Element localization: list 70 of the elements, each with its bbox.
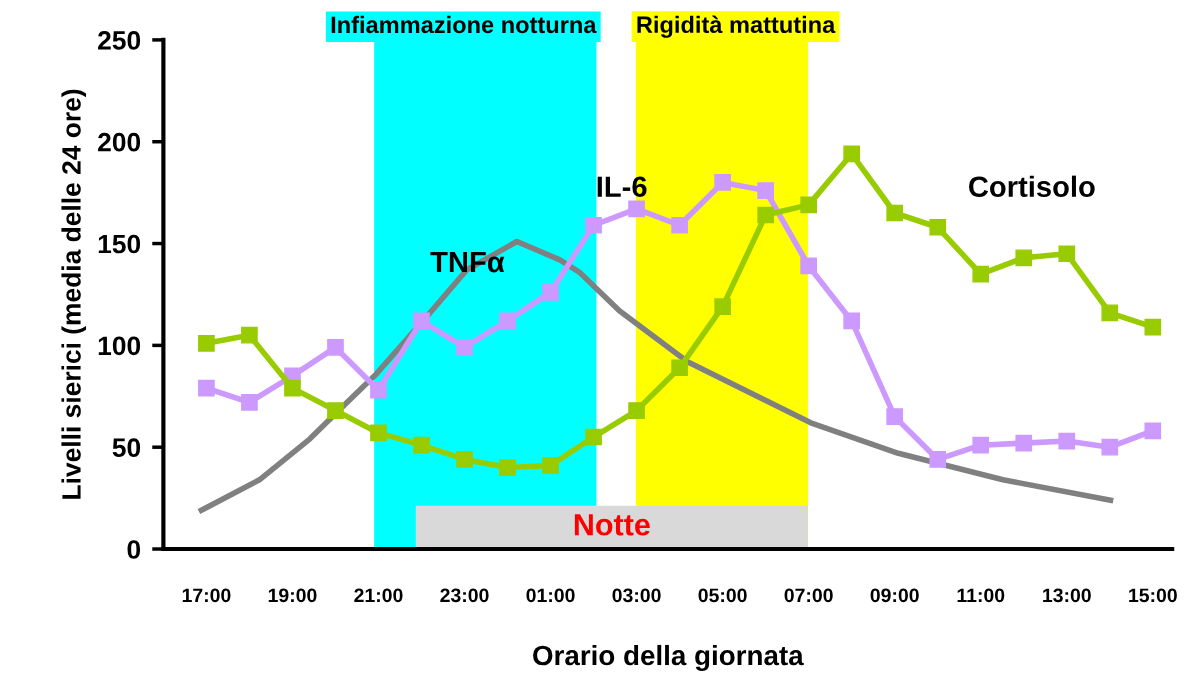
y-tick-label: 0	[127, 540, 141, 559]
x-tick-label: 23:00	[440, 588, 489, 603]
point	[370, 381, 387, 399]
x-tick-label: 07:00	[784, 588, 833, 603]
point	[198, 379, 215, 397]
point	[757, 206, 774, 224]
x-tick-label: 13:00	[1043, 588, 1091, 603]
point	[972, 265, 990, 283]
point	[1101, 304, 1119, 322]
point	[585, 216, 602, 234]
y-tick-label: 50	[112, 438, 141, 458]
point	[1144, 318, 1162, 336]
point	[241, 394, 258, 411]
point	[327, 339, 344, 356]
point	[1015, 249, 1033, 267]
point	[843, 145, 861, 163]
x-tick-label: 01:00	[526, 588, 575, 603]
x-tick-label: 05:00	[698, 588, 747, 603]
point	[972, 436, 990, 454]
point	[757, 182, 774, 199]
point	[800, 257, 817, 275]
point	[929, 451, 947, 468]
band-label: Notte	[574, 514, 650, 536]
point	[198, 335, 215, 352]
x-tick-label: 15:00	[1129, 588, 1177, 603]
point	[1144, 422, 1162, 440]
x-tick-label: 09:00	[870, 588, 919, 603]
point	[327, 402, 344, 419]
x-tick-label: 03:00	[612, 588, 661, 603]
point	[714, 174, 731, 191]
point	[843, 312, 861, 330]
point	[1058, 245, 1076, 263]
x-tick-label: 17:00	[182, 588, 231, 603]
point	[671, 216, 688, 234]
point	[1101, 438, 1119, 456]
x-tick-label: 19:00	[268, 588, 317, 603]
y-tick-label: 200	[98, 132, 141, 152]
point	[284, 379, 301, 397]
point	[370, 424, 387, 442]
series-label: TNFα	[430, 252, 505, 273]
band-label: Infiammazione notturna	[331, 15, 597, 34]
point	[628, 200, 645, 218]
point	[499, 312, 516, 330]
point	[1058, 432, 1076, 450]
x-tick-label: 21:00	[354, 588, 403, 603]
point	[628, 402, 645, 419]
band-label: Rigidità mattutina	[637, 15, 836, 38]
point	[886, 408, 904, 425]
y-tick-label: 100	[98, 336, 141, 356]
x-axis-title: Orario della giornata	[533, 644, 804, 671]
point	[241, 326, 258, 344]
point	[714, 298, 731, 316]
point	[542, 457, 559, 474]
point	[886, 204, 904, 222]
point	[1015, 434, 1033, 452]
point	[671, 359, 688, 377]
point	[456, 339, 473, 356]
y-axis-title: Livelli sierici (media delle 24 ore)	[61, 89, 87, 499]
point	[542, 284, 559, 301]
point	[499, 459, 516, 476]
point	[585, 428, 602, 446]
point	[800, 196, 817, 214]
y-tick-label: 250	[98, 31, 141, 50]
series-label: Cortisolo	[969, 175, 1095, 198]
point	[456, 451, 473, 468]
point	[413, 436, 430, 454]
point	[929, 218, 947, 236]
y-tick-label: 150	[98, 234, 141, 254]
x-tick-label: 11:00	[957, 588, 1005, 603]
point	[413, 312, 430, 330]
